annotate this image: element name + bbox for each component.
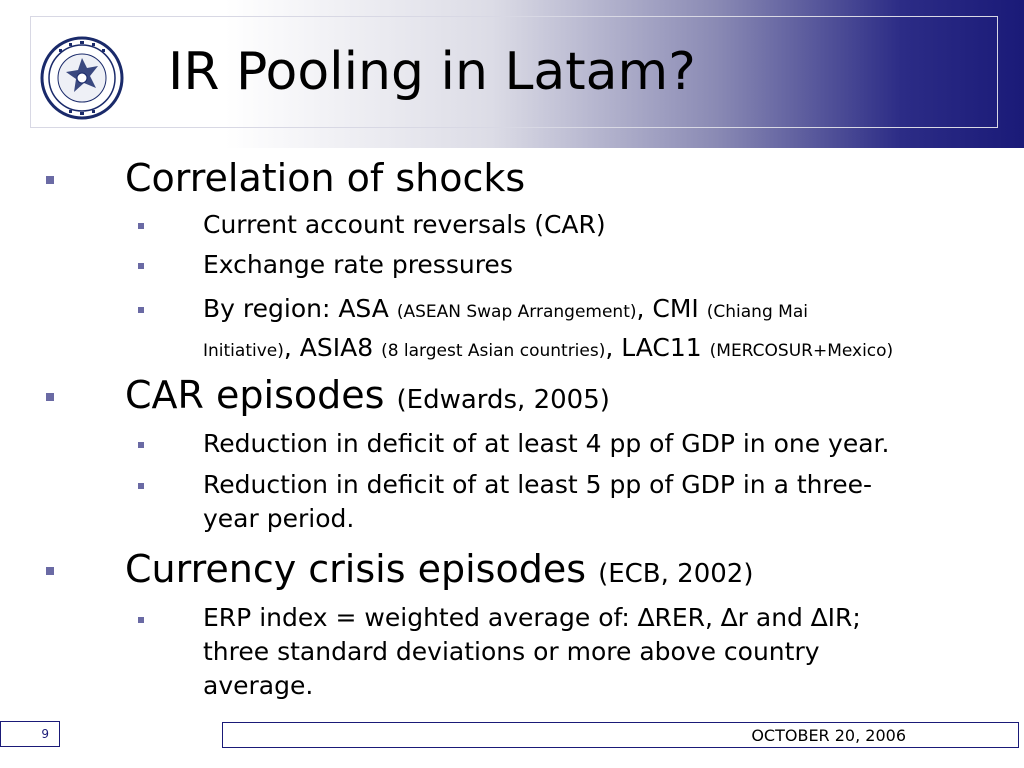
slide-title: IR Pooling in Latam? [168, 42, 696, 102]
asia8-note: (8 largest Asian countries) [381, 341, 606, 361]
asia8-label: , ASIA8 [283, 333, 382, 362]
sub-bullet-by-region-cont: Initiative), ASIA8 (8 largest Asian coun… [203, 331, 893, 368]
sub-bullet-erp-index: ERP index = weighted average of: ∆RER, ∆… [203, 603, 861, 632]
sub-bullet-4pp: Reduction in deficit of at least 4 pp of… [203, 429, 890, 458]
by-region-label: By region: ASA [203, 294, 397, 323]
bullet-currency-crisis: Currency crisis episodes (ECB, 2002) [125, 546, 753, 597]
sub-bullet-marker [138, 617, 144, 623]
sub-bullet-marker [138, 483, 144, 489]
car-episodes-label: CAR episodes [125, 373, 397, 417]
bullet-marker [46, 176, 54, 184]
bullet-correlation-of-shocks: Correlation of shocks [125, 156, 526, 200]
currency-crisis-label: Currency crisis episodes [125, 547, 599, 591]
sub-bullet-erp-index-cont2: average. [203, 671, 314, 700]
sub-bullet-marker [138, 442, 144, 448]
page-number: 9 [0, 721, 60, 747]
sub-bullet-exchange-rate: Exchange rate pressures [203, 250, 513, 279]
sub-bullet-marker [138, 307, 144, 313]
sub-bullet-erp-index-cont: three standard deviations or more above … [203, 637, 820, 666]
lac11-note: (MERCOSUR+Mexico) [709, 341, 894, 361]
sub-bullet-5pp-cont: year period. [203, 504, 355, 533]
cmi-note: (Chiang Mai [706, 302, 808, 322]
sub-bullet-marker [138, 263, 144, 269]
sub-bullet-marker [138, 223, 144, 229]
bullet-car-episodes: CAR episodes (Edwards, 2005) [125, 372, 610, 423]
sub-bullet-by-region: By region: ASA (ASEAN Swap Arrangement),… [203, 292, 808, 329]
car-episodes-citation: (Edwards, 2005) [396, 385, 610, 415]
asa-note: (ASEAN Swap Arrangement) [396, 302, 637, 322]
central-bank-seal-logo [40, 36, 124, 120]
cmi-label: , CMI [636, 294, 707, 323]
header-band [0, 0, 1024, 148]
bullet-marker [46, 393, 54, 401]
currency-crisis-citation: (ECB, 2002) [598, 559, 754, 589]
sub-bullet-5pp: Reduction in deficit of at least 5 pp of… [203, 470, 873, 499]
footer-date: OCTOBER 20, 2006 [222, 722, 1019, 748]
title-frame [30, 16, 998, 128]
cmi-note-cont: Initiative) [203, 341, 284, 361]
bullet-marker [46, 567, 54, 575]
sub-bullet-car: Current account reversals (CAR) [203, 210, 606, 239]
lac11-label: , LAC11 [605, 333, 710, 362]
